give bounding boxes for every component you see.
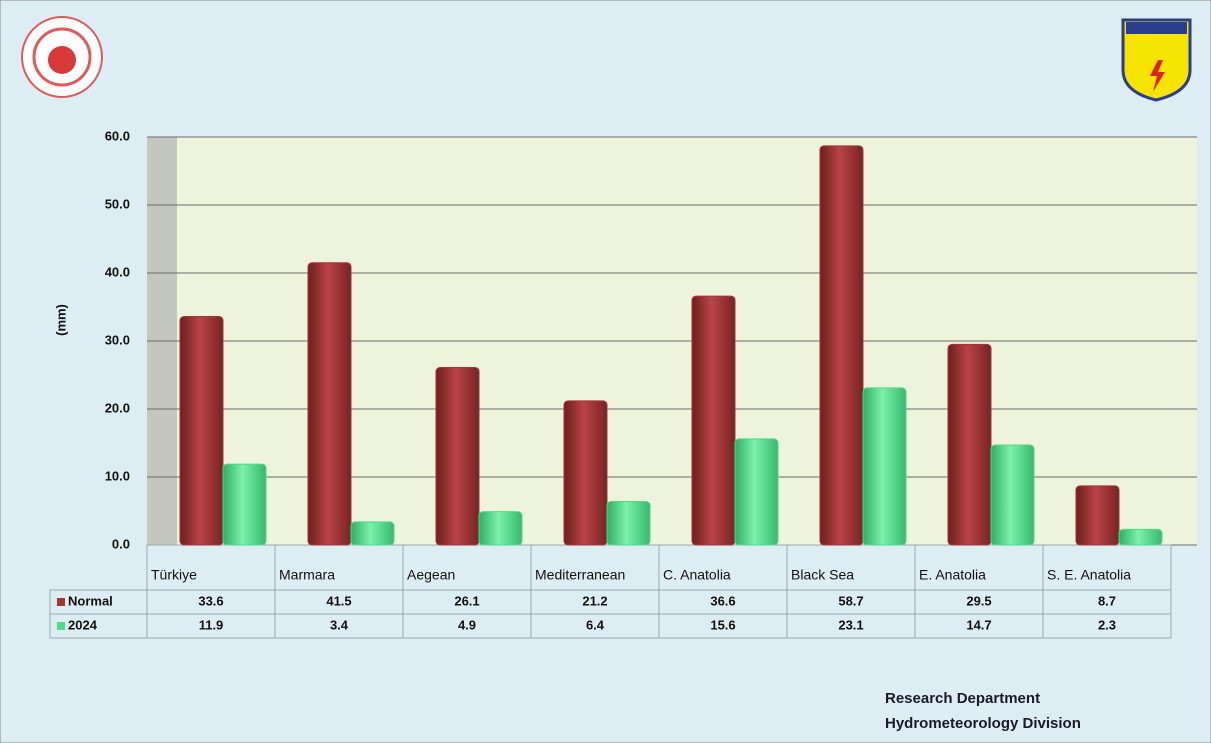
table-value: 11.9 — [199, 617, 224, 632]
table-value: 33.6 — [198, 593, 223, 608]
table-value: 3.4 — [330, 617, 349, 632]
table-value: 6.4 — [586, 617, 605, 632]
bar — [862, 387, 907, 546]
table-value: 2.3 — [1098, 617, 1116, 632]
table-value: 36.6 — [710, 593, 735, 608]
logo-left — [21, 16, 103, 98]
bar — [563, 400, 608, 546]
y-tick-label: 40.0 — [105, 264, 130, 279]
y-tick-label: 60.0 — [105, 128, 130, 143]
logo-right — [1121, 18, 1192, 102]
category-label: Black Sea — [791, 567, 854, 583]
category-label: S. E. Anatolia — [1047, 567, 1131, 583]
table-value: 15.6 — [710, 617, 735, 632]
category-label: Marmara — [279, 567, 335, 583]
bar — [307, 262, 352, 546]
bar — [819, 145, 864, 546]
y-tick-label: 20.0 — [105, 400, 130, 415]
bar — [1075, 485, 1120, 546]
table-value: 4.9 — [458, 617, 476, 632]
category-label: E. Anatolia — [919, 567, 986, 583]
footer-division: Hydrometeorology Division — [885, 715, 1081, 732]
bar — [990, 444, 1035, 546]
bar — [435, 367, 480, 546]
table-row — [49, 613, 1172, 639]
y-axis-label: (mm) — [53, 304, 68, 336]
legend-label: 2024 — [68, 617, 98, 632]
bar — [350, 521, 395, 546]
bar — [691, 295, 736, 546]
table-value: 41.5 — [326, 593, 351, 608]
category-label: C. Anatolia — [663, 567, 731, 583]
y-tick-label: 10.0 — [105, 468, 130, 483]
y-tick-label: 50.0 — [105, 196, 130, 211]
table-value: 8.7 — [1098, 593, 1116, 608]
bar — [179, 316, 224, 546]
table-value: 23.1 — [838, 617, 863, 632]
category-label: Mediterranean — [535, 567, 625, 583]
table-value: 21.2 — [582, 593, 607, 608]
y-tick-label: 0.0 — [112, 536, 130, 551]
category-label: Aegean — [407, 567, 455, 583]
bar — [1118, 528, 1163, 546]
legend-swatch — [57, 622, 65, 630]
footer-department: Research Department — [885, 690, 1040, 707]
table-value: 26.1 — [454, 593, 479, 608]
legend-label: Normal — [68, 593, 113, 608]
bar — [222, 463, 267, 546]
bar — [734, 438, 779, 546]
table-value: 14.7 — [966, 617, 991, 632]
bar — [478, 511, 523, 546]
y-tick-label: 30.0 — [105, 332, 130, 347]
table-value: 58.7 — [838, 593, 863, 608]
category-label: Türkiye — [151, 567, 197, 583]
table-value: 29.5 — [966, 593, 991, 608]
legend-swatch — [57, 598, 65, 606]
bar — [606, 500, 651, 546]
bar — [947, 343, 992, 546]
